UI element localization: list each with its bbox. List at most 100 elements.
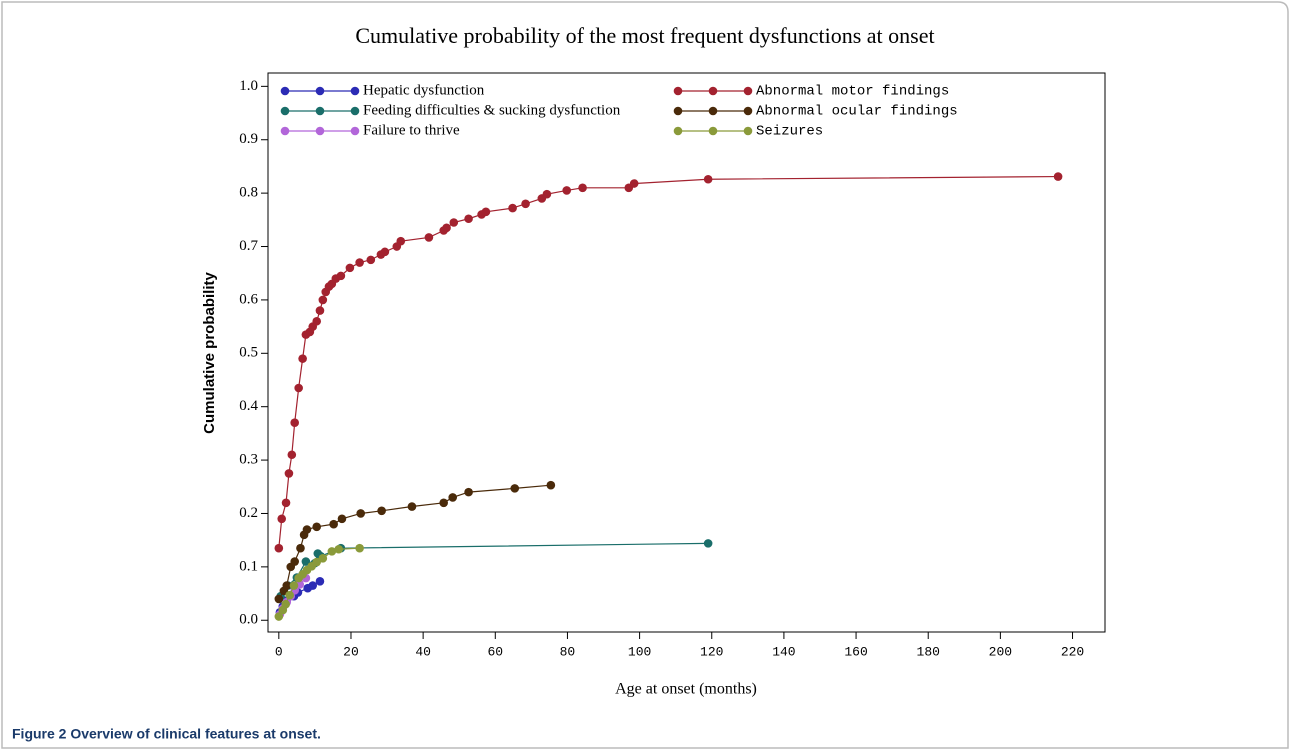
- x-tick-label: 0: [275, 644, 283, 659]
- data-point: [629, 179, 639, 188]
- x-tick-label: 200: [989, 644, 1012, 659]
- data-point: [546, 480, 556, 490]
- legend-marker: [315, 86, 325, 96]
- data-point: [521, 199, 530, 209]
- legend-marker: [743, 126, 753, 136]
- legend-marker: [280, 86, 290, 96]
- data-point: [327, 547, 337, 556]
- y-tick-label: 0.1: [239, 558, 258, 574]
- data-point: [274, 543, 284, 553]
- legend-marker: [350, 86, 360, 96]
- legend-marker: [708, 126, 718, 136]
- legend-label: Feeding difficulties & sucking dysfuncti…: [363, 102, 621, 118]
- legend-marker: [708, 86, 718, 96]
- data-point: [308, 581, 318, 590]
- data-point: [356, 509, 366, 518]
- data-point: [542, 189, 552, 199]
- data-point: [481, 207, 491, 217]
- data-point: [329, 519, 338, 529]
- data-point: [407, 502, 417, 511]
- data-point: [703, 539, 713, 548]
- data-point: [298, 354, 307, 363]
- data-point: [449, 218, 459, 227]
- x-tick-label: 120: [700, 644, 723, 659]
- x-tick-label: 80: [560, 644, 576, 659]
- legend-label: Seizures: [756, 124, 823, 140]
- data-point: [281, 498, 291, 508]
- x-tick-label: 180: [917, 644, 940, 659]
- data-point: [396, 236, 406, 246]
- legend-marker: [673, 86, 683, 96]
- y-tick-label: 0.3: [239, 452, 258, 468]
- data-point: [510, 484, 520, 493]
- data-point: [318, 554, 328, 563]
- data-point: [439, 498, 448, 508]
- legend-marker: [708, 106, 718, 116]
- data-point: [312, 522, 322, 532]
- y-tick-label: 0.9: [239, 131, 258, 147]
- x-tick-label: 20: [343, 644, 359, 659]
- x-tick-label: 100: [628, 644, 651, 659]
- data-point: [284, 469, 294, 478]
- data-point: [345, 263, 355, 273]
- legend-label: Abnormal ocular findings: [756, 104, 958, 120]
- data-point: [424, 233, 434, 242]
- data-point: [562, 186, 572, 195]
- y-tick-label: 0.6: [239, 291, 258, 307]
- x-tick-label: 220: [1061, 644, 1084, 659]
- data-point: [377, 506, 386, 516]
- series-line: [280, 542, 709, 597]
- legend-marker: [280, 126, 290, 136]
- series-line: [278, 175, 1059, 549]
- data-point: [703, 174, 713, 184]
- legend-marker: [315, 126, 325, 136]
- legend-marker: [280, 106, 290, 116]
- data-point: [464, 214, 473, 224]
- legend-label: Hepatic dysfunction: [363, 82, 485, 98]
- legend-label: Abnormal motor findings: [756, 84, 949, 100]
- data-point: [274, 612, 284, 621]
- figure-caption: Figure 2 Overview of clinical features a…: [12, 726, 321, 742]
- data-point: [355, 258, 364, 267]
- y-tick-label: 0.5: [239, 345, 258, 361]
- legend-marker: [350, 106, 360, 116]
- data-point: [302, 525, 312, 534]
- data-point: [296, 543, 305, 553]
- y-tick-label: 0.7: [239, 238, 258, 254]
- data-point: [294, 383, 303, 393]
- y-tick-label: 0.8: [239, 185, 258, 201]
- data-point: [301, 557, 311, 566]
- data-point: [334, 544, 344, 554]
- x-tick-label: 160: [844, 644, 867, 659]
- data-point: [312, 316, 322, 326]
- data-point: [290, 418, 299, 428]
- x-tick-label: 60: [487, 644, 503, 659]
- data-point: [274, 594, 284, 604]
- data-point: [337, 514, 347, 524]
- data-point: [315, 576, 325, 586]
- legend-marker: [673, 126, 683, 136]
- y-tick-label: 0.2: [239, 505, 258, 521]
- data-point: [464, 487, 473, 497]
- y-tick-label: 0.0: [239, 612, 258, 628]
- data-point: [366, 255, 376, 265]
- legend-marker: [350, 126, 360, 136]
- data-point: [448, 493, 458, 502]
- data-point: [287, 450, 297, 460]
- legend-marker: [743, 106, 753, 116]
- x-axis-label: Age at onset (months): [615, 681, 757, 698]
- data-point: [289, 581, 299, 590]
- data-point: [281, 599, 290, 609]
- data-point: [318, 295, 328, 305]
- y-tick-label: 1.0: [239, 78, 258, 94]
- legend-marker: [315, 106, 325, 116]
- plot-frame: [267, 72, 1106, 633]
- data-point: [285, 590, 294, 600]
- data-point: [290, 557, 299, 566]
- data-point: [282, 581, 292, 590]
- legend-label: Failure to thrive: [363, 122, 460, 138]
- y-tick-label: 0.4: [239, 398, 258, 414]
